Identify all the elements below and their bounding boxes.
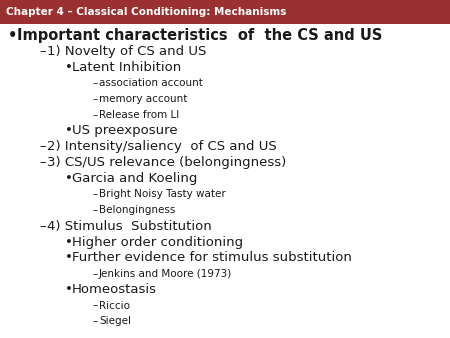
Text: US preexposure: US preexposure	[72, 124, 178, 137]
Text: 2) Intensity/saliency  of CS and US: 2) Intensity/saliency of CS and US	[47, 140, 277, 153]
Text: 3) CS/US relevance (belongingness): 3) CS/US relevance (belongingness)	[47, 156, 287, 169]
Text: –: –	[92, 300, 98, 311]
Text: 4) Stimulus  Substitution: 4) Stimulus Substitution	[47, 220, 212, 233]
Text: Further evidence for stimulus substitution: Further evidence for stimulus substituti…	[72, 251, 352, 264]
Text: association account: association account	[99, 78, 203, 88]
Text: –: –	[92, 94, 98, 104]
Text: •: •	[8, 28, 18, 43]
Text: –: –	[39, 156, 46, 169]
Text: •: •	[65, 283, 73, 296]
Text: Siegel: Siegel	[99, 316, 131, 327]
Text: –: –	[39, 140, 46, 153]
Text: memory account: memory account	[99, 94, 187, 104]
Text: •: •	[65, 251, 73, 264]
Text: Higher order conditioning: Higher order conditioning	[72, 236, 243, 248]
Text: •: •	[65, 61, 73, 74]
Text: –: –	[92, 110, 98, 120]
Text: •: •	[65, 124, 73, 137]
Text: Belongingness: Belongingness	[99, 205, 176, 215]
Text: 1) Novelty of CS and US: 1) Novelty of CS and US	[47, 45, 207, 58]
Text: Homeostasis: Homeostasis	[72, 283, 157, 296]
Text: –: –	[92, 189, 98, 199]
Text: Chapter 4 – Classical Conditioning: Mechanisms: Chapter 4 – Classical Conditioning: Mech…	[6, 7, 286, 17]
Text: Garcia and Koeling: Garcia and Koeling	[72, 172, 198, 185]
Text: Release from LI: Release from LI	[99, 110, 179, 120]
Text: Bright Noisy Tasty water: Bright Noisy Tasty water	[99, 189, 226, 199]
Text: Riccio: Riccio	[99, 300, 130, 311]
Text: Latent Inhibition: Latent Inhibition	[72, 61, 181, 74]
Text: –: –	[39, 45, 46, 58]
Text: –: –	[39, 220, 46, 233]
Text: –: –	[92, 269, 98, 279]
Text: –: –	[92, 316, 98, 327]
Text: Jenkins and Moore (1973): Jenkins and Moore (1973)	[99, 269, 232, 279]
Text: •: •	[65, 236, 73, 248]
Text: •: •	[65, 172, 73, 185]
Text: Important characteristics  of  the CS and US: Important characteristics of the CS and …	[17, 28, 382, 43]
Text: –: –	[92, 205, 98, 215]
Text: –: –	[92, 78, 98, 88]
